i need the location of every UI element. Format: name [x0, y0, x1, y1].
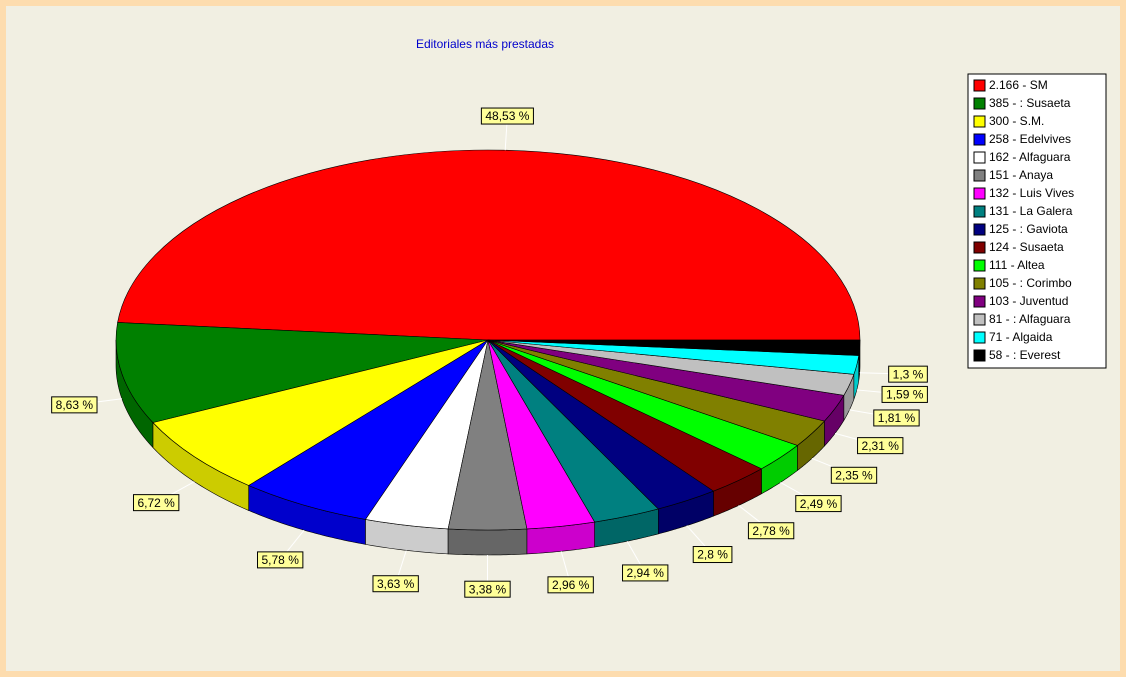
legend-label: 111 - Altea: [989, 258, 1045, 272]
slice-top: [115, 322, 489, 423]
slice: [487, 339, 596, 555]
legend-swatch: [973, 295, 986, 308]
data-label-box: [51, 396, 98, 414]
legend-label: 132 - Luis Vives: [989, 186, 1074, 200]
slice-side: [447, 528, 528, 556]
legend-swatch: [973, 205, 986, 218]
data-label-text: 1,3 %: [893, 367, 924, 381]
slice: [365, 339, 489, 555]
data-label-text: 1,59 %: [886, 388, 924, 402]
legend-label: 2.166 - SM: [989, 78, 1048, 92]
data-label-box: [747, 522, 795, 540]
legend-swatch: [973, 187, 986, 200]
data-label: 48,53 %: [480, 107, 534, 125]
legend-label: 125 - : Gaviota: [989, 222, 1068, 236]
legend-label: 385 - : Susaeta: [989, 96, 1071, 110]
data-label-box: [795, 495, 842, 513]
legend-label: 105 - : Corimbo: [989, 276, 1072, 290]
data-label-text: 2,94 %: [627, 566, 665, 580]
legend-label: 162 - Alfaguara: [989, 150, 1071, 164]
data-label: 2,78 %: [747, 522, 795, 540]
legend-label: 300 - S.M.: [989, 114, 1044, 128]
data-label-box: [464, 580, 511, 598]
legend-label: 258 - Edelvives: [989, 132, 1071, 146]
slice: [248, 339, 489, 545]
slice-top: [152, 339, 489, 486]
slice: [447, 339, 528, 556]
data-label: 1,59 %: [881, 385, 928, 403]
data-label: 2,94 %: [622, 564, 669, 582]
data-label-text: 2,31 %: [862, 439, 900, 453]
data-label-text: 3,38 %: [469, 582, 507, 596]
data-label-text: 2,78 %: [752, 524, 790, 538]
data-label: 2,49 %: [795, 495, 842, 513]
legend-label: 151 - Anaya: [989, 168, 1053, 182]
data-label-box: [857, 437, 904, 455]
legend-swatch: [973, 349, 986, 362]
legend-box: [967, 73, 1107, 369]
legend-swatch: [973, 97, 986, 110]
data-label-text: 8,63 %: [56, 398, 94, 412]
data-label-text: 1,81 %: [878, 411, 916, 425]
data-label-box: [622, 564, 669, 582]
chart-title: Editoriales más prestadas: [416, 37, 554, 51]
slice-top: [487, 339, 861, 356]
data-label: 1,3 %: [888, 365, 928, 383]
data-label: 2,8 %: [692, 546, 733, 564]
data-label-text: 5,78 %: [262, 553, 300, 567]
legend-label: 58 - : Everest: [989, 348, 1061, 362]
data-label: 2,35 %: [830, 466, 878, 484]
legend-swatch: [973, 241, 986, 254]
legend-swatch: [973, 223, 986, 236]
data-label-box: [132, 494, 180, 512]
legend-swatch: [973, 259, 986, 272]
data-label-text: 2,35 %: [835, 468, 873, 482]
data-label: 3,63 %: [372, 575, 419, 593]
slice-top: [248, 339, 489, 520]
data-label-box: [881, 385, 928, 403]
slice: [115, 322, 489, 449]
data-label: 2,31 %: [857, 437, 904, 455]
data-label-box: [257, 551, 304, 569]
data-label-text: 2,8 %: [697, 548, 728, 562]
data-label-box: [873, 409, 920, 427]
slice: [487, 339, 861, 381]
data-label-box: [480, 107, 534, 125]
legend-swatch: [973, 277, 986, 290]
legend-swatch: [973, 169, 986, 182]
data-label-box: [372, 575, 419, 593]
data-label-text: 2,49 %: [800, 497, 838, 511]
data-label-text: 3,63 %: [377, 577, 415, 591]
legend-label: 124 - Susaeta: [989, 240, 1064, 254]
data-label: 8,63 %: [51, 396, 98, 414]
data-label: 5,78 %: [257, 551, 304, 569]
legend-swatch: [973, 331, 986, 344]
data-label-text: 48,53 %: [485, 109, 529, 123]
legend-label: 131 - La Galera: [989, 204, 1073, 218]
data-label: 3,38 %: [464, 580, 511, 598]
data-label-box: [692, 546, 733, 564]
data-label: 2,96 %: [547, 576, 594, 594]
data-label-box: [547, 576, 594, 594]
legend-swatch: [973, 115, 986, 128]
slice: [117, 149, 861, 341]
legend-label: 81 - : Alfaguara: [989, 312, 1071, 326]
legend-swatch: [973, 151, 986, 164]
legend-swatch: [973, 133, 986, 146]
data-label-box: [888, 365, 928, 383]
data-label-box: [830, 466, 878, 484]
data-label: 1,81 %: [873, 409, 920, 427]
legend-swatch: [973, 79, 986, 92]
slice-top: [117, 149, 861, 341]
data-label-text: 2,96 %: [552, 578, 590, 592]
legend-label: 71 - Algaida: [989, 330, 1053, 344]
legend-label: 103 - Juventud: [989, 294, 1068, 308]
data-label: 6,72 %: [132, 494, 180, 512]
legend-swatch: [973, 313, 986, 326]
data-label-text: 6,72 %: [137, 496, 175, 510]
